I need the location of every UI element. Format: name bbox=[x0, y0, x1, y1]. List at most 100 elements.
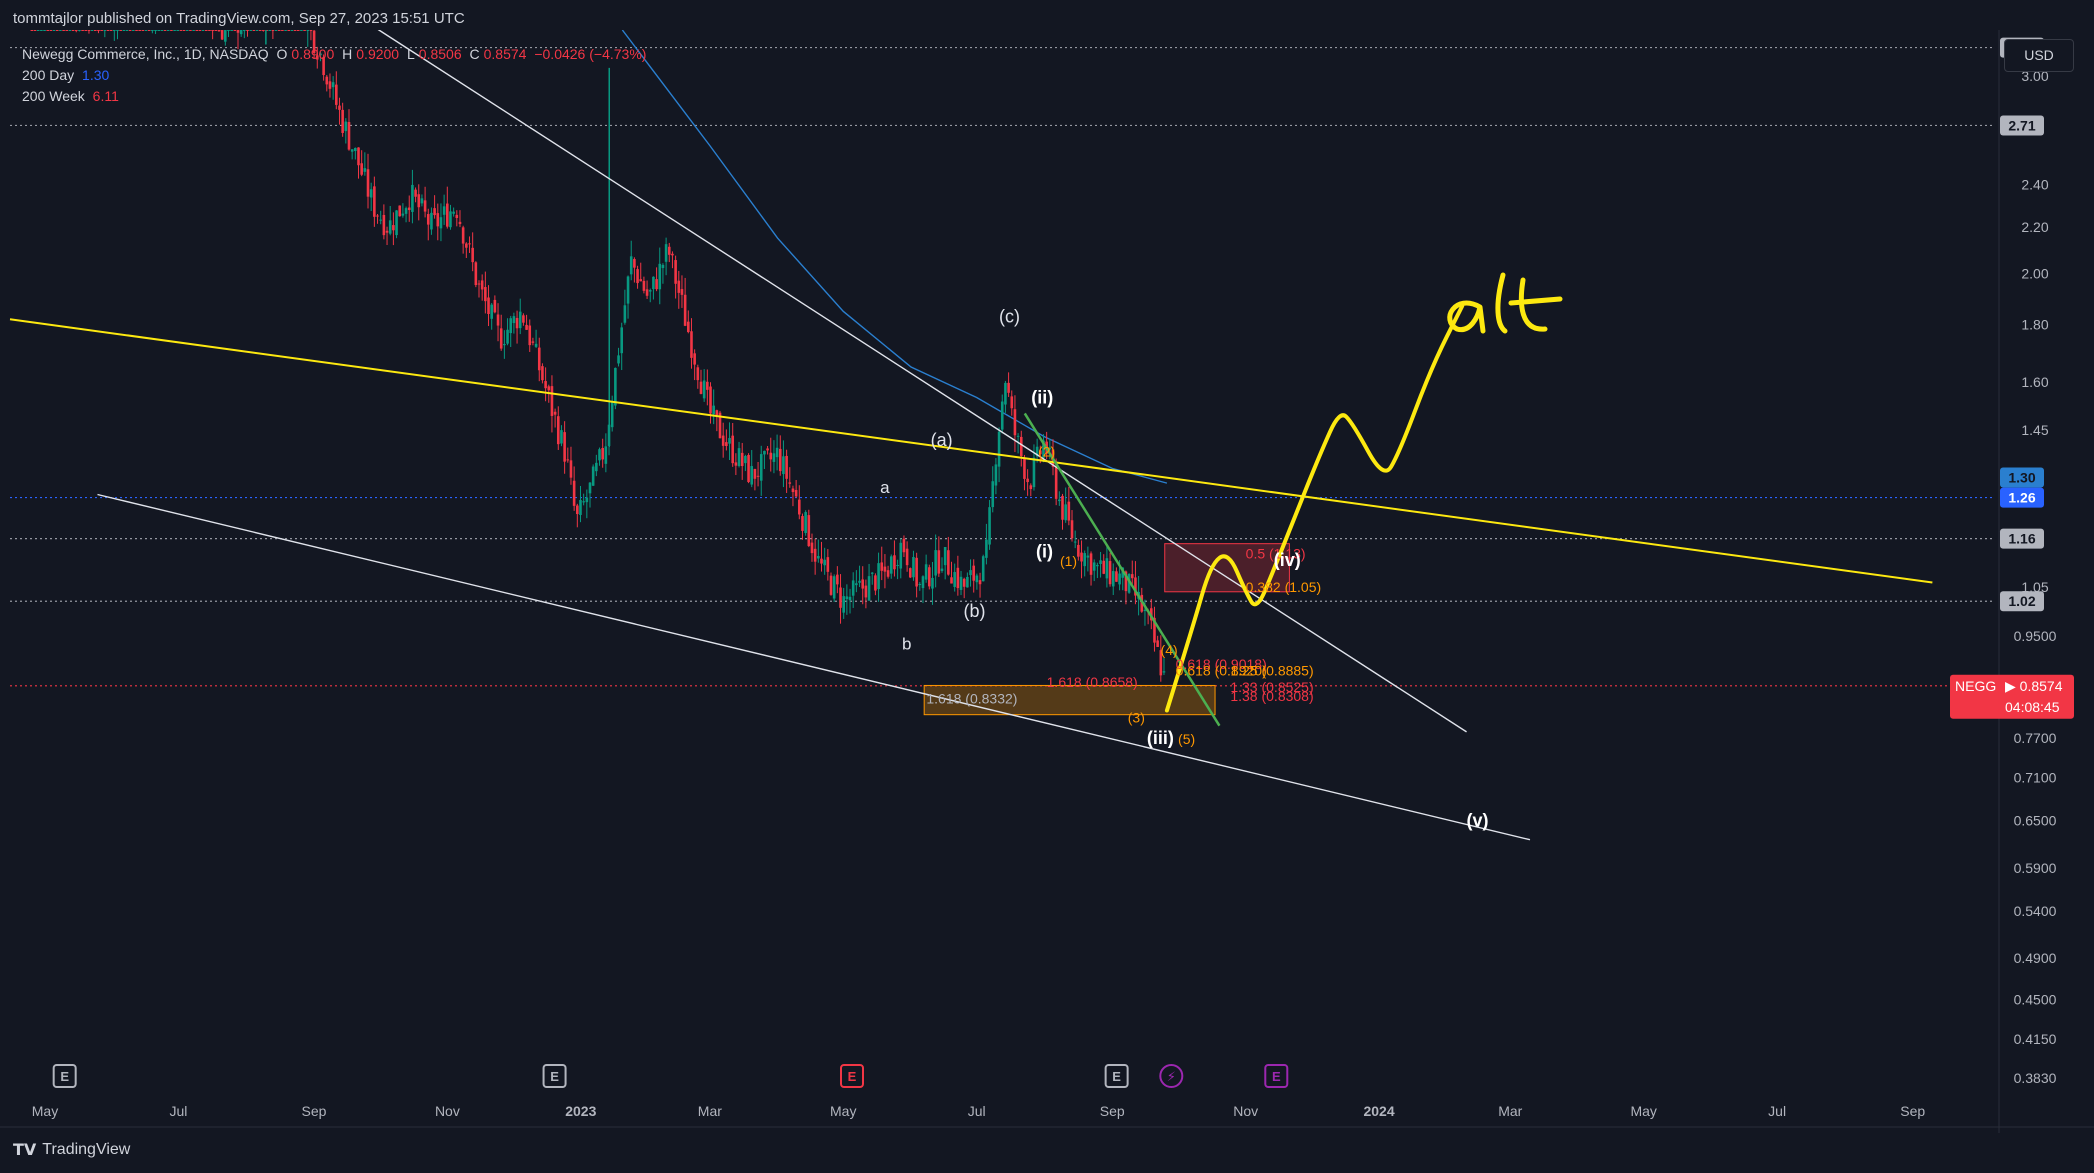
candle-body bbox=[1124, 571, 1128, 592]
candle-body bbox=[195, 30, 199, 31]
candle-body bbox=[71, 30, 75, 31]
candle-body bbox=[740, 452, 744, 467]
legend-high-label: H bbox=[342, 46, 353, 62]
candle-body bbox=[1035, 446, 1039, 457]
candle-body bbox=[163, 30, 167, 31]
legend-ma-day-label: 200 Day bbox=[22, 67, 75, 83]
candle-body bbox=[144, 30, 148, 31]
candle-body bbox=[255, 30, 259, 31]
candle-body bbox=[1105, 558, 1109, 579]
candle-body bbox=[813, 548, 817, 562]
candle-body bbox=[1064, 504, 1067, 521]
time-tick-label: Jul bbox=[1768, 1103, 1786, 1119]
candle-body bbox=[319, 53, 322, 56]
wave-label: (5) bbox=[1178, 731, 1195, 747]
candle-body bbox=[947, 550, 950, 575]
candle-body bbox=[170, 30, 173, 31]
candle-body bbox=[208, 30, 211, 31]
candle-body bbox=[858, 580, 861, 583]
candle-body bbox=[731, 435, 735, 464]
candle-body bbox=[1118, 573, 1121, 585]
candle-body bbox=[709, 386, 712, 414]
candle-body bbox=[610, 402, 614, 428]
wave-label: (1) bbox=[1060, 553, 1077, 569]
candle-body bbox=[1077, 544, 1080, 557]
candle-body bbox=[908, 568, 912, 578]
event-marker-dividend-icon bbox=[1159, 1064, 1184, 1088]
candle-body bbox=[360, 163, 363, 175]
candle-body bbox=[931, 577, 934, 589]
candle-body bbox=[893, 555, 896, 570]
candle-body bbox=[1032, 457, 1036, 488]
candle-body bbox=[395, 210, 398, 236]
price-tag-box bbox=[2000, 591, 2044, 612]
candle-body bbox=[1092, 562, 1096, 571]
candle-body bbox=[518, 311, 522, 329]
candle-body bbox=[461, 227, 465, 244]
candle-body bbox=[1083, 553, 1087, 567]
candle-body bbox=[658, 263, 662, 290]
candle-body bbox=[629, 256, 633, 275]
price-tag-box bbox=[2000, 467, 2044, 488]
candle-body bbox=[788, 482, 792, 484]
candle-body bbox=[300, 30, 303, 31]
candle-body bbox=[458, 221, 462, 225]
candle-body bbox=[214, 30, 218, 31]
wave-label: (2) bbox=[1038, 444, 1055, 460]
candle-body bbox=[1061, 495, 1064, 520]
candle-body bbox=[664, 244, 668, 262]
wave-label: (a) bbox=[931, 430, 953, 450]
time-tick-label: Jul bbox=[968, 1103, 986, 1119]
currency-button[interactable]: USD bbox=[2004, 39, 2074, 72]
candle-body bbox=[116, 30, 119, 31]
candle-body bbox=[227, 30, 230, 31]
time-tick-label: May bbox=[830, 1103, 856, 1119]
candle-body bbox=[563, 432, 566, 462]
candle-body bbox=[338, 105, 341, 110]
candle-body bbox=[277, 30, 281, 31]
candle-body bbox=[65, 30, 69, 31]
candle-body bbox=[40, 30, 43, 31]
candle-body bbox=[312, 30, 316, 53]
fib-boxes bbox=[923, 543, 1290, 716]
candle-body bbox=[433, 208, 436, 216]
candle-body bbox=[867, 576, 871, 601]
candle-body bbox=[344, 121, 348, 132]
time-tick-label: Jul bbox=[169, 1103, 187, 1119]
handwriting-t bbox=[1508, 277, 1563, 332]
candle-body bbox=[401, 213, 405, 216]
candle-body bbox=[772, 453, 776, 462]
candle-body bbox=[864, 585, 868, 598]
legend-ma-week-row[interactable]: 200 Week 6.11 bbox=[22, 86, 650, 107]
candle-body bbox=[81, 30, 84, 31]
candle-body bbox=[620, 327, 624, 354]
candle-body bbox=[598, 449, 601, 461]
candle-body bbox=[1134, 577, 1137, 596]
candle-body bbox=[465, 243, 468, 248]
candle-body bbox=[534, 343, 538, 347]
chart-background bbox=[0, 30, 2094, 1133]
candle-body bbox=[78, 30, 81, 31]
candle-body bbox=[969, 570, 972, 576]
legend-ma-day-row[interactable]: 200 Day 1.30 bbox=[22, 65, 650, 86]
candle-body bbox=[877, 563, 880, 590]
candle-body bbox=[1099, 560, 1102, 565]
candle-body bbox=[921, 576, 925, 589]
price-chart[interactable]: alt 0.5 (1.13) 0.382 (1.05) 0.618 (0.9018)… bbox=[0, 30, 2094, 1133]
fib-label: 0.5 (1.13) bbox=[1246, 546, 1306, 562]
price-tag-box bbox=[2000, 487, 2044, 508]
candle-body bbox=[388, 220, 392, 234]
candle-body bbox=[93, 30, 97, 31]
candle-body bbox=[284, 30, 287, 31]
price-tag-box bbox=[2000, 528, 2044, 549]
candle-body bbox=[937, 550, 941, 574]
candle-body bbox=[103, 30, 107, 31]
candle-body bbox=[147, 30, 151, 31]
candle-body bbox=[328, 81, 332, 89]
candle-body bbox=[233, 30, 237, 31]
wave-label: b bbox=[902, 635, 911, 654]
candle-body bbox=[296, 30, 300, 31]
candle-body bbox=[1111, 571, 1115, 587]
legend-symbol-row[interactable]: Newegg Commerce, Inc., 1D, NASDAQ O 0.890… bbox=[22, 44, 650, 65]
chart-legend: Newegg Commerce, Inc., 1D, NASDAQ O 0.890… bbox=[22, 44, 650, 107]
